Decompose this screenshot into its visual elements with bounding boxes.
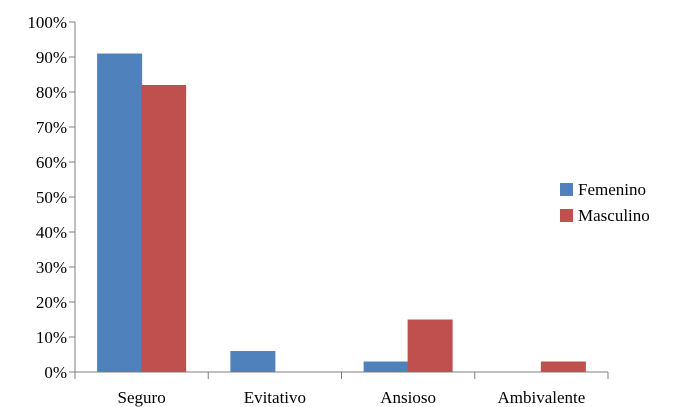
y-tick-label: 90% (36, 48, 67, 67)
category-label: Seguro (118, 388, 166, 407)
y-tick-label: 70% (36, 118, 67, 137)
bar-femenino-seguro (97, 53, 143, 372)
bar-masculino-ansioso (407, 319, 453, 372)
y-tick-label: 0% (44, 363, 67, 382)
y-tick-label: 100% (27, 13, 67, 32)
bar-masculino-seguro (141, 85, 187, 372)
y-tick-label: 50% (36, 188, 67, 207)
bar-femenino-ansioso (363, 361, 409, 372)
y-tick-label: 10% (36, 328, 67, 347)
category-label: Ambivalente (497, 388, 585, 407)
bar-masculino-ambivalente (540, 361, 586, 372)
x-axis-categories: Seguro Evitativo Ansioso Ambivalente (74, 372, 609, 407)
bar-femenino-evitativo (230, 351, 276, 372)
bars (97, 53, 586, 372)
y-tick-label: 60% (36, 153, 67, 172)
legend-swatch-masculino (560, 209, 573, 222)
category-label: Evitativo (244, 388, 306, 407)
y-tick-label: 20% (36, 293, 67, 312)
y-axis-ticks: 0% 10% 20% 30% 40% 50% 60% 70% 80% 90% 100% (27, 13, 75, 382)
legend: Femenino Masculino (560, 180, 650, 225)
legend-swatch-femenino (560, 183, 573, 196)
y-tick-label: 30% (36, 258, 67, 277)
legend-label-femenino: Femenino (578, 180, 646, 199)
y-tick-label: 80% (36, 83, 67, 102)
category-label: Ansioso (380, 388, 436, 407)
y-tick-label: 40% (36, 223, 67, 242)
legend-label-masculino: Masculino (578, 206, 650, 225)
